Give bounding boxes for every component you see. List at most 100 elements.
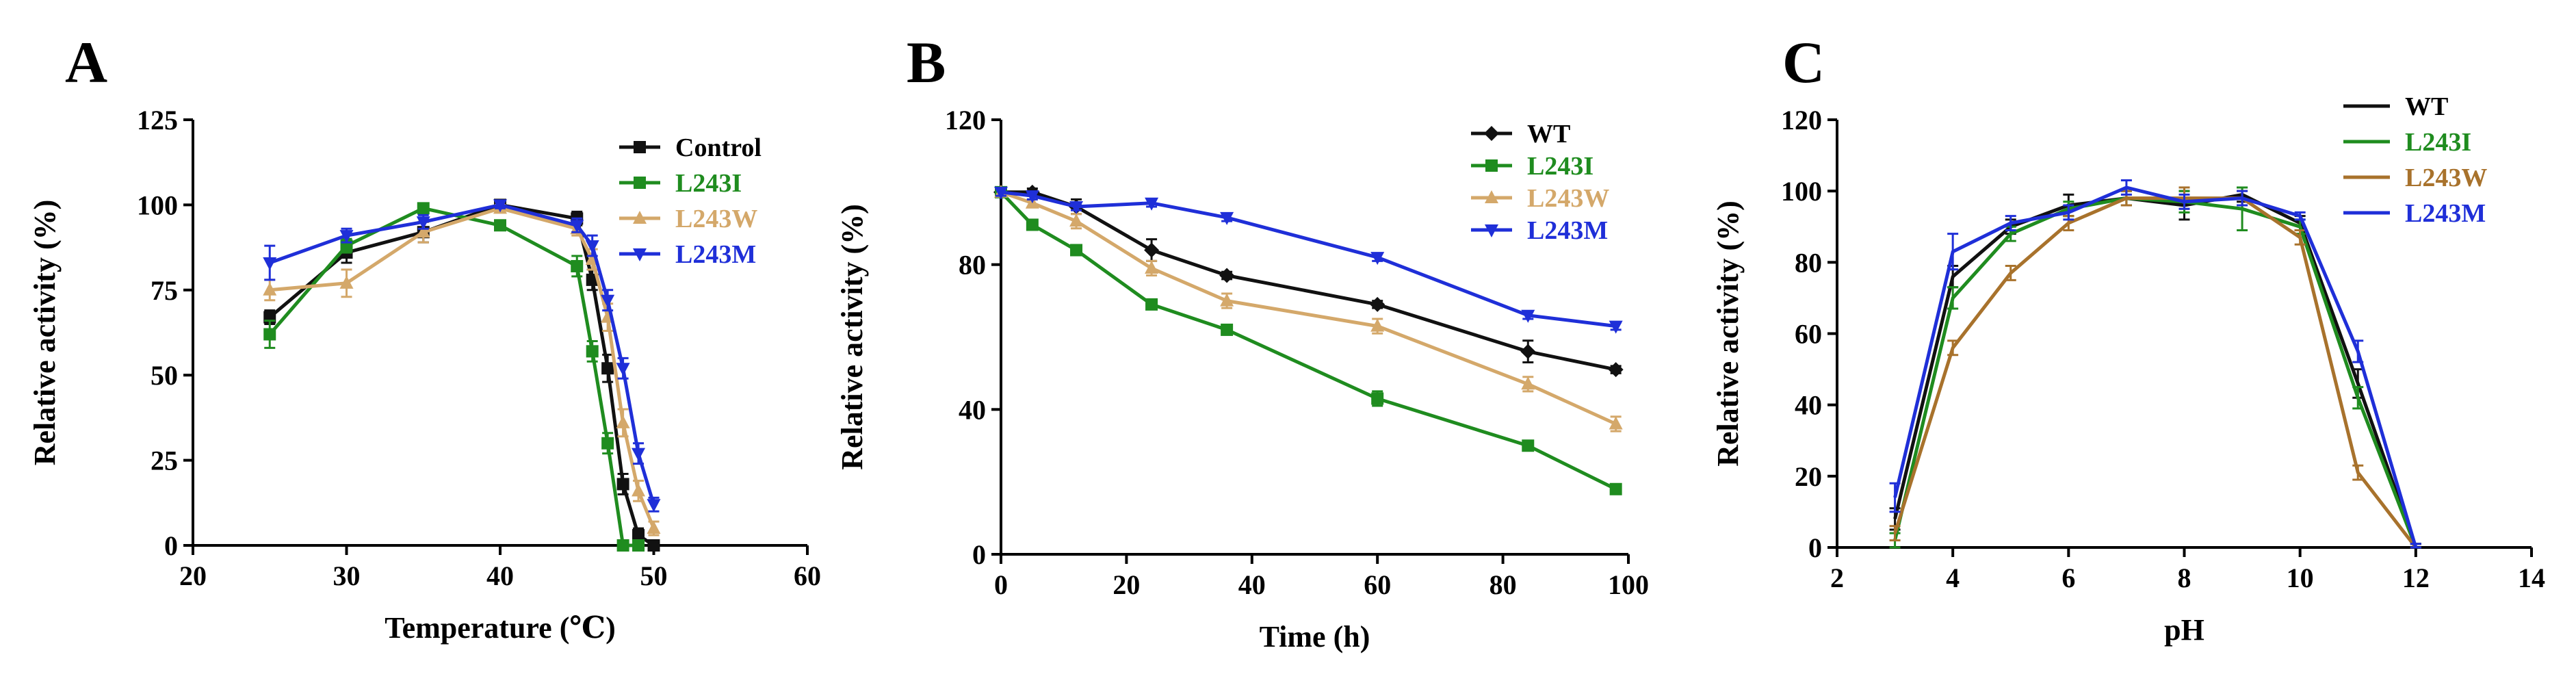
data-point [1145,260,1159,274]
legend-label: WT [1527,120,1570,148]
data-point [632,529,645,542]
legend-swatch-marker [1485,224,1498,237]
x-tick-label: 40 [486,560,514,591]
data-point [1069,201,1084,214]
data-point [616,478,629,491]
y-tick-label: 80 [1795,247,1822,278]
legend-item-l243i: L243I [2343,128,2471,157]
legend-swatch-marker [634,177,646,189]
y-axis-title: Relative activity (%) [28,200,62,466]
panel-b-letter: B [907,29,946,95]
data-point [417,202,430,215]
data-point [1521,376,1535,390]
y-tick-label: 60 [1795,319,1822,350]
x-tick-label: 14 [2518,563,2545,593]
data-point [616,415,630,428]
legend-swatch-marker [1485,190,1498,203]
panel-b: B 0 40 80 120 0 20 40 60 80 100 Time (h) Relative a… [835,29,1649,654]
series-wt [1889,186,2421,549]
series-wt [993,184,1624,378]
legend-item-control: Control [619,133,762,162]
data-point [494,219,506,232]
series-control [263,198,660,552]
x-tick-label: 40 [1238,569,1266,600]
data-point [1608,362,1624,378]
series-line [268,203,655,547]
legend-label: L243W [675,205,757,233]
data-point [416,224,430,238]
y-tick-label: 0 [1808,532,1822,563]
data-point [339,230,354,244]
x-axis-title: pH [2164,613,2204,647]
data-point [1370,252,1385,266]
y-tick-label: 40 [959,394,986,425]
data-point [263,257,277,270]
series-line [268,206,638,547]
series-line [1000,190,1617,426]
data-point [616,363,630,376]
series-line [1893,192,2418,548]
series-l243i [263,202,645,552]
data-point [1221,323,1234,336]
data-point [1520,344,1536,359]
legend-item-l243w: L243W [2343,164,2487,192]
legend-item-l243i: L243I [619,169,742,198]
legend-swatch-marker [1485,159,1498,172]
data-point [1070,244,1083,257]
data-point [1026,218,1039,231]
panel-c: C 0 20 40 60 80 100 120 2 4 6 8 10 12 14 pH Relative ac… [1711,29,2545,647]
data-point [1371,392,1384,405]
data-point [647,539,660,552]
x-tick-label: 30 [333,560,361,591]
legend-item-l243m: L243M [2343,199,2486,228]
legend-label: L243M [1527,216,1608,245]
panel-a: A 0 25 50 75 100 125 20 30 40 50 60 Temperature (℃)… [28,29,821,645]
legend-label: L243I [675,169,742,198]
data-point [1144,242,1160,258]
x-tick-label: 60 [794,560,821,591]
data-point [570,220,584,233]
x-tick-label: 50 [640,560,668,591]
legend-swatch-marker [633,248,647,261]
y-tick-label: 80 [959,250,986,281]
x-tick-label: 60 [1364,569,1391,600]
y-tick-label: 75 [151,275,178,306]
x-axis-title: Time (h) [1260,620,1370,654]
data-point [1521,309,1535,323]
legend-swatch-marker [633,211,647,224]
data-point [586,345,599,358]
series-l243w [263,201,661,537]
legend-item-l243m: L243M [1471,216,1608,245]
data-point [1220,211,1234,225]
series-l243i [1889,186,2421,549]
chart-b: 0 40 80 120 0 20 40 60 80 100 Time (h) Relative act… [835,105,1649,654]
legend-label: L243M [2405,199,2486,228]
x-tick-label: 8 [2178,563,2191,593]
y-tick-label: 0 [972,539,986,570]
y-tick-label: 125 [137,105,178,135]
legend-label: Control [675,133,762,162]
data-point [1609,416,1623,430]
x-tick-label: 6 [2061,563,2075,593]
y-tick-label: 40 [1795,390,1822,421]
data-point [263,282,277,296]
data-point [1069,214,1084,227]
panel-a-letter: A [65,29,107,95]
x-tick-label: 20 [1113,569,1140,600]
data-point [994,186,1008,200]
data-point [416,216,430,230]
y-tick-label: 120 [945,105,986,135]
series-l243m [263,199,661,513]
data-point [1609,320,1623,334]
data-point [1145,197,1159,211]
x-tick-label: 2 [1830,563,1844,593]
y-tick-label: 20 [1795,461,1822,492]
data-point [1370,318,1385,332]
data-point [601,294,615,308]
y-tick-label: 50 [151,360,178,391]
data-point [632,483,646,497]
y-axis-title: Relative activity (%) [1711,201,1745,467]
series-line [1001,190,1617,372]
series-l243m [1889,179,2421,549]
